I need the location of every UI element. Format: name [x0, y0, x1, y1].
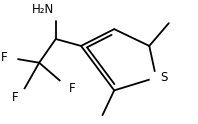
Text: S: S: [160, 71, 167, 84]
Text: F: F: [0, 51, 7, 64]
Text: H₂N: H₂N: [31, 3, 54, 16]
Text: F: F: [12, 91, 19, 104]
Text: F: F: [68, 81, 75, 94]
